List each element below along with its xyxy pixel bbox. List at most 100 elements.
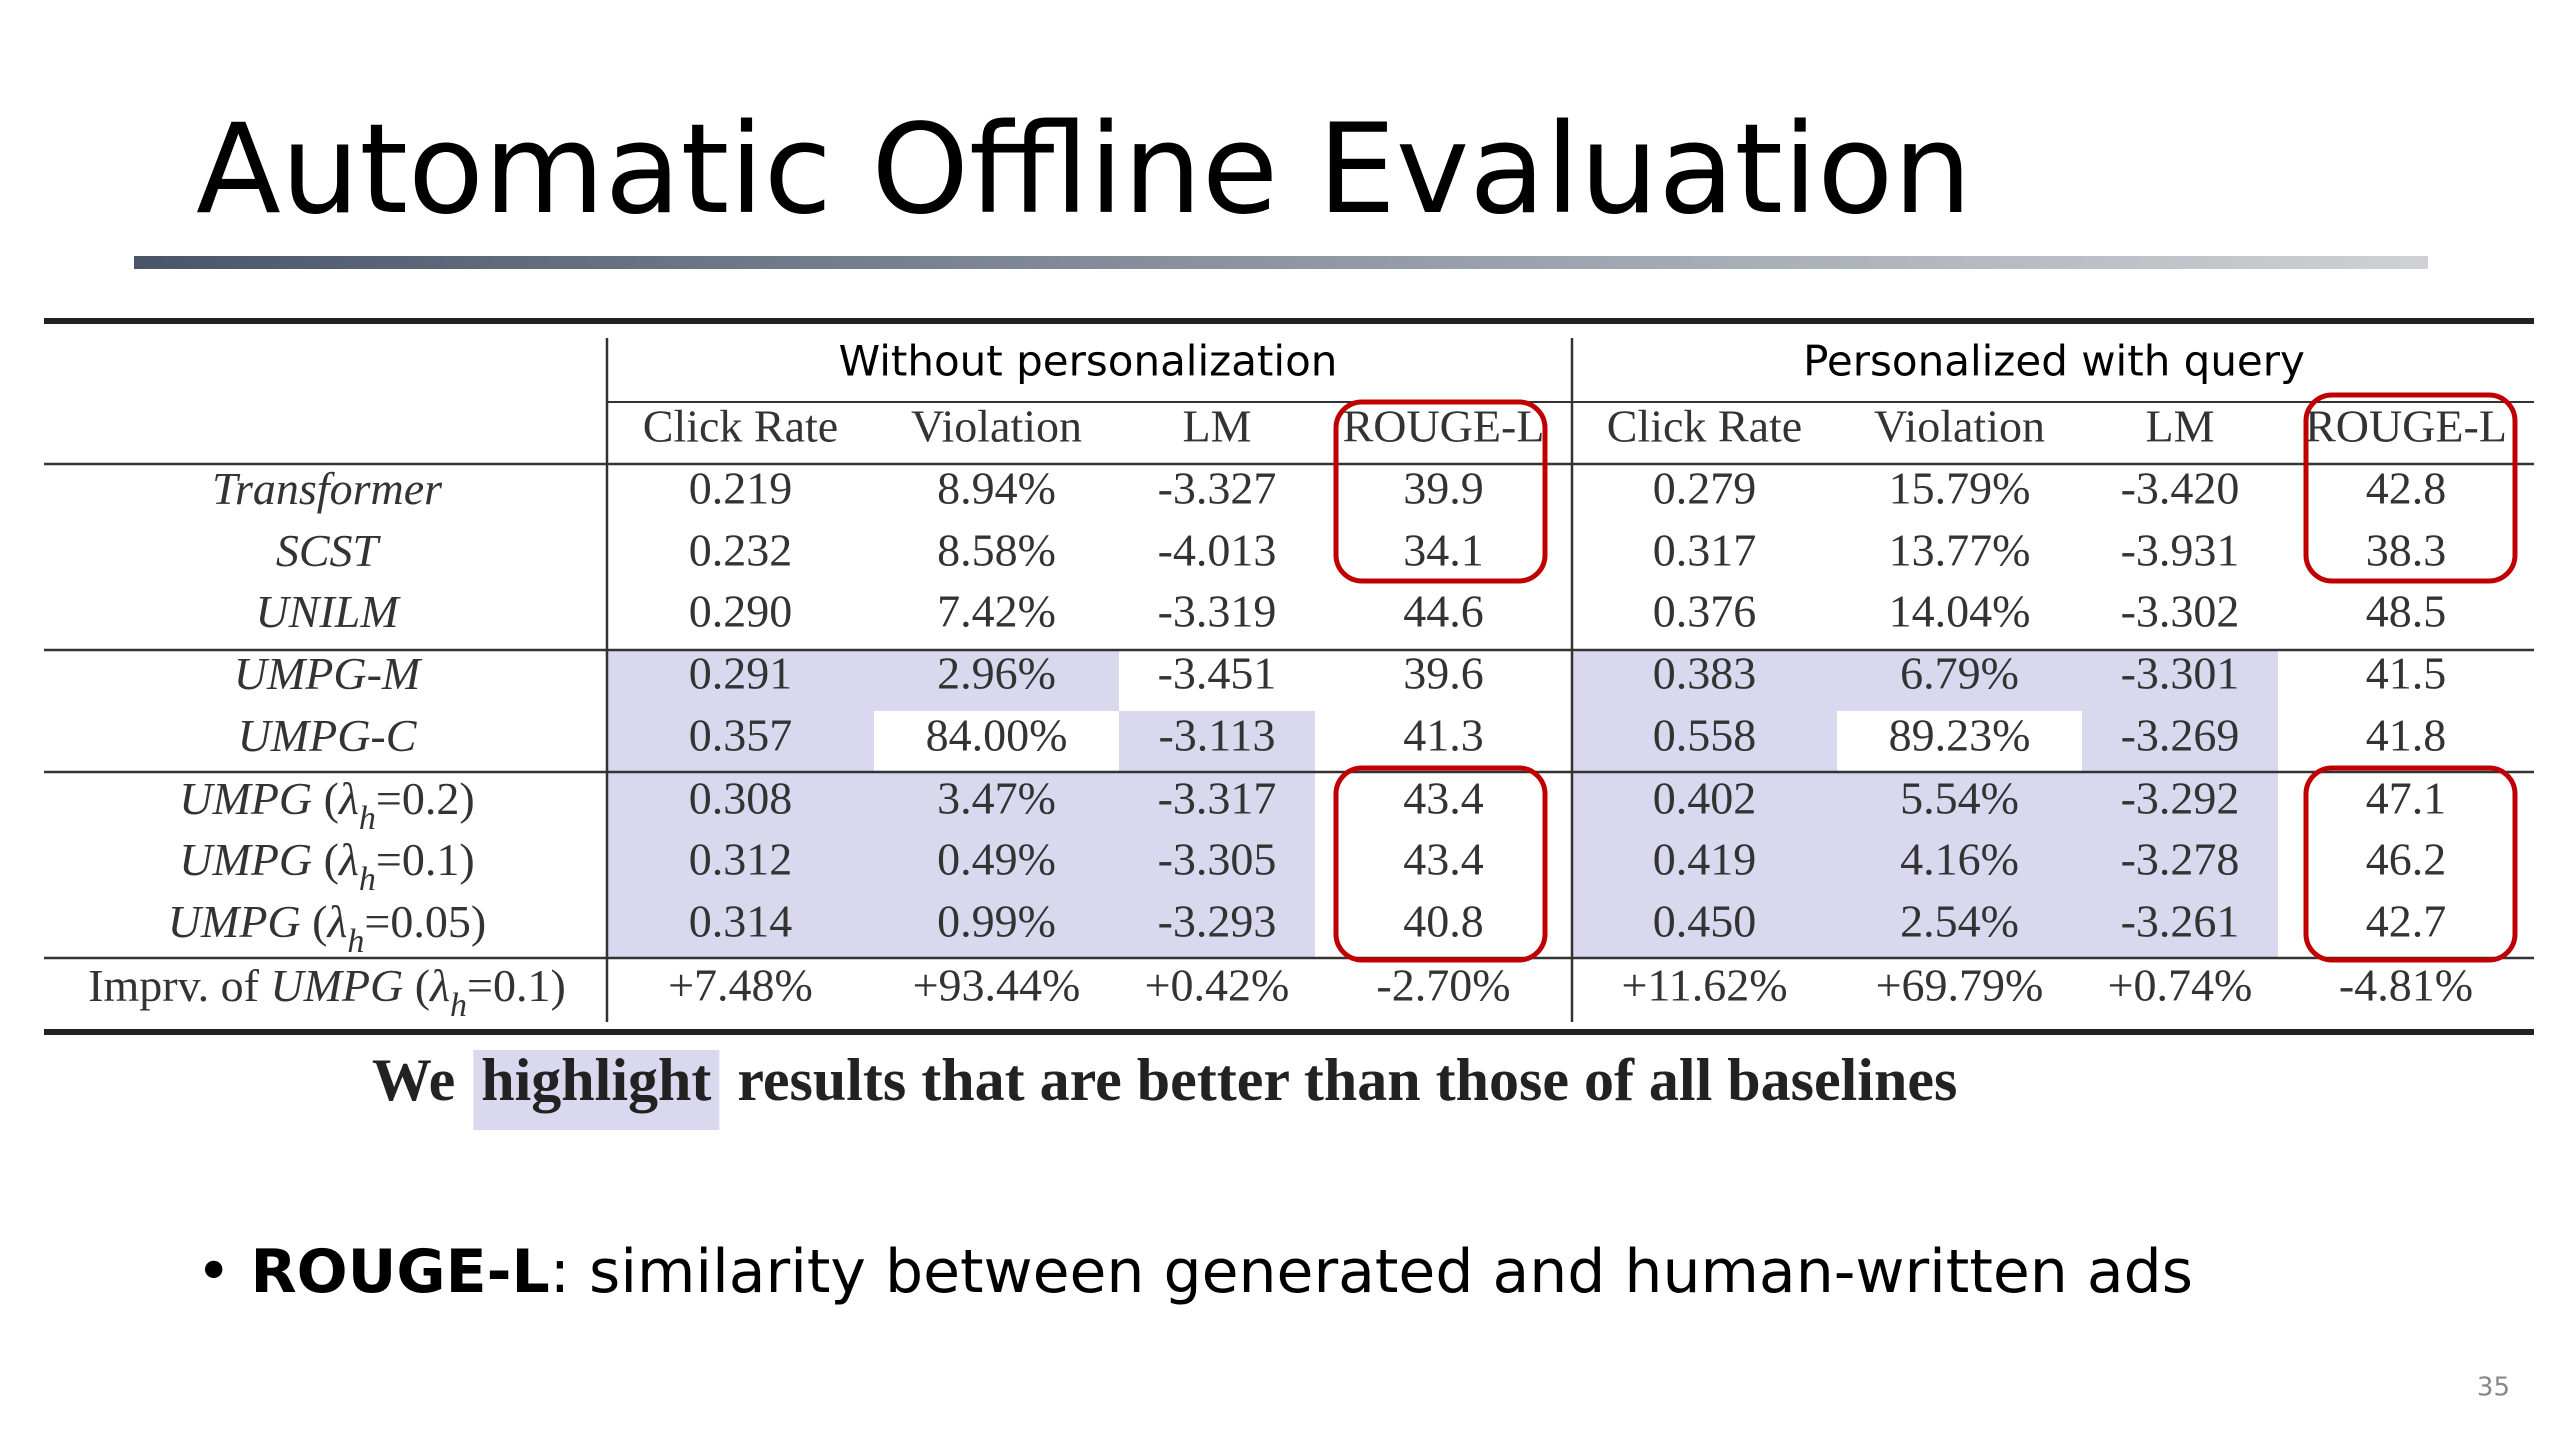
cell-highlight bbox=[2082, 834, 2278, 896]
cell-highlight bbox=[1572, 711, 1837, 772]
cell: -3.261 bbox=[2121, 896, 2240, 947]
cell: +11.62% bbox=[1621, 960, 1787, 1011]
cell: 34.1 bbox=[1403, 525, 1484, 576]
cell: +69.79% bbox=[1876, 960, 2044, 1011]
bullet-text: : similarity between generated and human… bbox=[550, 1237, 2193, 1307]
cell-highlight bbox=[1837, 896, 2082, 958]
row-name-part: UMPG bbox=[270, 960, 403, 1011]
cell-highlight bbox=[1837, 772, 2082, 834]
cell: +7.48% bbox=[668, 960, 813, 1011]
cell: 0.232 bbox=[689, 525, 793, 576]
cell-highlight bbox=[607, 711, 874, 772]
cell: +93.44% bbox=[913, 960, 1081, 1011]
cell-highlight bbox=[607, 834, 874, 896]
caption-highlight: highlight bbox=[481, 1047, 711, 1113]
column-header: LM bbox=[1183, 401, 1252, 452]
cell: 39.9 bbox=[1403, 463, 1484, 514]
cell-highlight bbox=[874, 772, 1119, 834]
cell: 0.314 bbox=[689, 896, 793, 947]
column-header: LM bbox=[2146, 401, 2215, 452]
cell: -3.293 bbox=[1158, 896, 1277, 947]
column-header: ROUGE-L bbox=[1343, 401, 1545, 452]
cell: 0.383 bbox=[1653, 648, 1757, 699]
cell-highlight bbox=[607, 650, 874, 711]
cell: 2.54% bbox=[1900, 896, 2019, 947]
cell: 0.357 bbox=[689, 710, 793, 761]
row-name-part: h bbox=[359, 800, 376, 837]
cell: 89.23% bbox=[1889, 710, 2031, 761]
row-name-part: =0.05) bbox=[364, 896, 486, 947]
cell-highlight bbox=[1572, 772, 1837, 834]
cell: 0.308 bbox=[689, 773, 793, 824]
cell: -4.81% bbox=[2339, 960, 2473, 1011]
cell-highlight bbox=[2082, 711, 2278, 772]
row-name: UMPG-M bbox=[234, 648, 423, 699]
row-name-part: UNILM bbox=[255, 586, 401, 637]
cell-highlight bbox=[874, 650, 1119, 711]
bullet: • ROUGE-L: similarity between generated … bbox=[196, 1237, 2193, 1307]
cell: 0.450 bbox=[1653, 896, 1757, 947]
cell: 8.94% bbox=[937, 463, 1056, 514]
cell: 0.402 bbox=[1653, 773, 1757, 824]
cell: +0.42% bbox=[1145, 960, 1290, 1011]
cell-highlight bbox=[2082, 896, 2278, 958]
cell-highlight bbox=[607, 896, 874, 958]
cell: -3.305 bbox=[1158, 834, 1277, 885]
cell: 4.16% bbox=[1900, 834, 2019, 885]
cell: 13.77% bbox=[1889, 525, 2031, 576]
cell-highlight bbox=[1572, 834, 1837, 896]
row-name: Transformer bbox=[212, 463, 443, 514]
cell-highlight bbox=[1572, 650, 1837, 711]
cell: -3.278 bbox=[2121, 834, 2240, 885]
row-name-part: λ bbox=[428, 960, 450, 1011]
row-name-part: UMPG-C bbox=[238, 710, 418, 761]
cell: 6.79% bbox=[1900, 648, 2019, 699]
cell: -3.420 bbox=[2121, 463, 2240, 514]
row-name-part: λ bbox=[337, 834, 359, 885]
cell: 8.58% bbox=[937, 525, 1056, 576]
cell: -3.302 bbox=[2121, 586, 2240, 637]
cell: 0.558 bbox=[1653, 710, 1757, 761]
cell: -3.317 bbox=[1158, 773, 1277, 824]
cell-highlight bbox=[1572, 896, 1837, 958]
cell: -3.319 bbox=[1158, 586, 1277, 637]
cell: -4.013 bbox=[1158, 525, 1277, 576]
cell-highlight bbox=[1837, 834, 2082, 896]
cell: 0.317 bbox=[1653, 525, 1757, 576]
emphasis-box bbox=[1333, 765, 1548, 963]
cell: 0.219 bbox=[689, 463, 793, 514]
cell: 0.419 bbox=[1653, 834, 1757, 885]
cell-highlight bbox=[1119, 772, 1315, 834]
cell: 42.7 bbox=[2366, 896, 2447, 947]
row-name-part: ( bbox=[312, 834, 339, 885]
column-header: Click Rate bbox=[643, 401, 838, 452]
cell: 38.3 bbox=[2366, 525, 2447, 576]
row-name-part: ( bbox=[403, 960, 430, 1011]
row-name-part: Imprv. of bbox=[88, 960, 270, 1011]
caption: We highlight results that are better than … bbox=[298, 1047, 2002, 1113]
cell: -3.327 bbox=[1158, 463, 1277, 514]
row-name: UMPG (λh=0.1) bbox=[179, 834, 474, 899]
cell: 39.6 bbox=[1403, 648, 1484, 699]
cell: 46.2 bbox=[2366, 834, 2447, 885]
cell: -3.451 bbox=[1158, 648, 1277, 699]
row-name: SCST bbox=[276, 525, 382, 576]
column-header: ROUGE-L bbox=[2305, 401, 2507, 452]
cell: 5.54% bbox=[1900, 773, 2019, 824]
row-name-part: UMPG bbox=[179, 834, 312, 885]
emphasis-box bbox=[2303, 392, 2518, 584]
cell-highlight bbox=[2082, 772, 2278, 834]
cell: 14.04% bbox=[1889, 586, 2031, 637]
cell: -2.70% bbox=[1376, 960, 1510, 1011]
cell-highlight bbox=[1119, 711, 1315, 772]
caption-text: results that are better than those of al… bbox=[737, 1047, 1957, 1113]
cell: 0.291 bbox=[689, 648, 793, 699]
cell-highlight bbox=[1119, 896, 1315, 958]
cell: -3.931 bbox=[2121, 525, 2240, 576]
slide-title: Automatic Offline Evaluation bbox=[196, 98, 1972, 242]
row-name-part: SCST bbox=[276, 525, 382, 576]
cell-highlight bbox=[2082, 650, 2278, 711]
column-header: Violation bbox=[911, 401, 1082, 452]
row-name-part: h bbox=[347, 923, 364, 960]
